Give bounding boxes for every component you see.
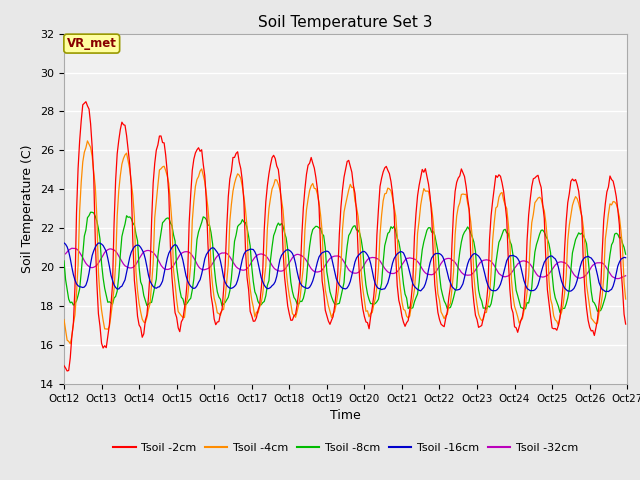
Y-axis label: Soil Temperature (C): Soil Temperature (C) <box>22 144 35 273</box>
Legend: Tsoil -2cm, Tsoil -4cm, Tsoil -8cm, Tsoil -16cm, Tsoil -32cm: Tsoil -2cm, Tsoil -4cm, Tsoil -8cm, Tsoi… <box>109 439 582 457</box>
X-axis label: Time: Time <box>330 409 361 422</box>
Title: Soil Temperature Set 3: Soil Temperature Set 3 <box>259 15 433 30</box>
Text: VR_met: VR_met <box>67 37 116 50</box>
